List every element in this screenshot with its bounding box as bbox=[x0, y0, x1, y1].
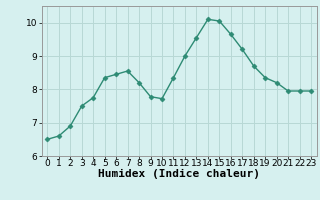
X-axis label: Humidex (Indice chaleur): Humidex (Indice chaleur) bbox=[98, 169, 260, 179]
